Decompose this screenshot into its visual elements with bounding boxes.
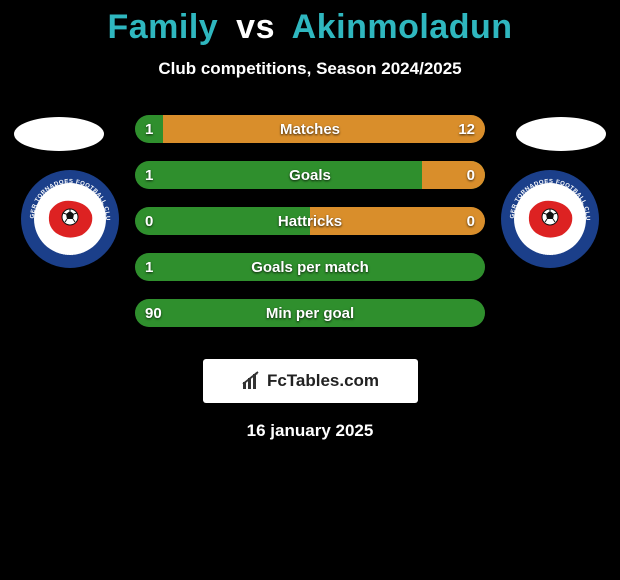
- player1-name: Family: [107, 8, 218, 46]
- stat-row: 1 12 Matches: [135, 115, 485, 143]
- stat-label: Hattricks: [135, 207, 485, 235]
- comparison-area: NIGER TORNADOES FOOTBALL CLUB MINNA NIGE…: [0, 115, 620, 345]
- club-crest-left: NIGER TORNADOES FOOTBALL CLUB MINNA: [20, 169, 120, 269]
- stat-label: Min per goal: [135, 299, 485, 327]
- comparison-title: Family vs Akinmoladun: [0, 8, 620, 47]
- country-flag-left: [14, 117, 104, 151]
- stat-label: Goals: [135, 161, 485, 189]
- subtitle: Club competitions, Season 2024/2025: [0, 59, 620, 79]
- attribution-badge: FcTables.com: [203, 359, 418, 403]
- attribution-text: FcTables.com: [267, 371, 379, 391]
- club-crest-right: NIGER TORNADOES FOOTBALL CLUB MINNA: [500, 169, 600, 269]
- stat-row: 90 Min per goal: [135, 299, 485, 327]
- stat-label: Goals per match: [135, 253, 485, 281]
- vs-text: vs: [236, 8, 275, 46]
- chart-icon: [241, 370, 263, 392]
- player2-name: Akinmoladun: [292, 8, 513, 46]
- stat-label: Matches: [135, 115, 485, 143]
- country-flag-right: [516, 117, 606, 151]
- stat-row: 1 Goals per match: [135, 253, 485, 281]
- snapshot-date: 16 january 2025: [0, 421, 620, 441]
- stat-row: 1 0 Goals: [135, 161, 485, 189]
- stat-bars: 1 12 Matches 1 0 Goals 0 0 Hattricks 1 G…: [135, 115, 485, 345]
- stat-row: 0 0 Hattricks: [135, 207, 485, 235]
